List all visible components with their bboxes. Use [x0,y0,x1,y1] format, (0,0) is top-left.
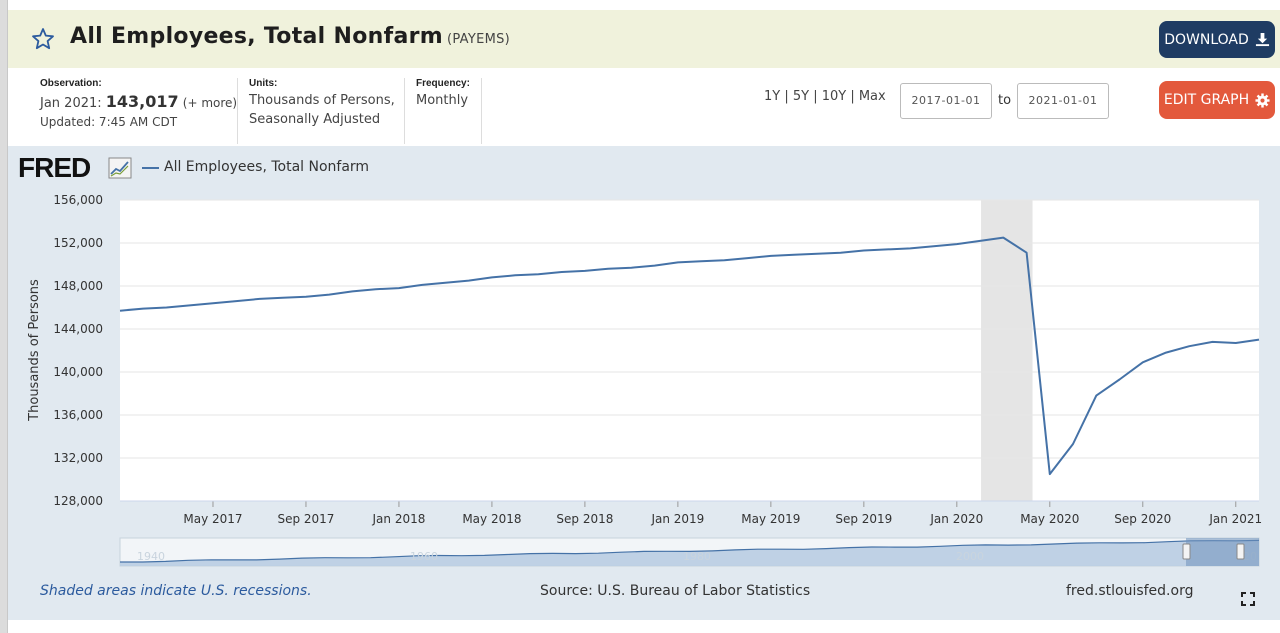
observation-date: Jan 2021: [40,96,102,111]
y-tick-label: 156,000 [53,193,103,207]
x-tick-label: Sep 2018 [556,512,613,526]
navigator-selection[interactable] [1186,538,1259,566]
observation-label: Observation: [40,78,102,89]
x-tick-label: Jan 2020 [929,512,983,526]
page-title: All Employees, Total Nonfarm (PAYEMS) [70,24,510,49]
range-links[interactable]: 1Y | 5Y | 10Y | Max [764,89,886,104]
y-tick-label: 148,000 [53,279,103,293]
y-tick-label: 152,000 [53,236,103,250]
download-label: DOWNLOAD [1164,31,1249,48]
x-tick-label: Sep 2020 [1114,512,1171,526]
y-tick-label: 144,000 [53,322,103,336]
frequency-block: Frequency: Monthly [416,78,470,144]
units-block: Units: Thousands of Persons, Seasonally … [249,78,395,144]
source-text: Source: U.S. Bureau of Labor Statistics [540,583,811,599]
y-tick-label: 132,000 [53,451,103,465]
to-label: to [998,93,1012,108]
fred-logo-text: FRED [18,152,91,183]
y-tick-label: 136,000 [53,408,103,422]
divider [237,78,238,144]
frequency-value: Monthly [416,93,469,108]
units-line1: Thousands of Persons, [249,93,395,108]
divider [404,78,405,144]
more-observations-link[interactable]: (+ more) [182,96,238,110]
navigator-handle[interactable] [1236,543,1245,560]
units-line2: Seasonally Adjusted [249,112,381,127]
fred-chart-icon [108,157,132,179]
divider [481,78,482,144]
recession-shade [981,200,1033,501]
x-tick-label: Sep 2017 [277,512,334,526]
navigator-year-label: 2000 [956,550,984,563]
bottom-strip [8,620,1280,633]
window-edge [0,0,8,633]
legend-swatch [142,167,159,169]
download-button[interactable]: DOWNLOAD [1159,21,1275,58]
observation-value: 143,017 [105,92,179,111]
navigator-year-label: 1980 [683,550,711,563]
x-tick-label: May 2019 [741,512,800,526]
plot-area [120,200,1259,501]
fred-logo: FRED [18,152,91,184]
series-header [8,10,1280,68]
updated-text: Updated: 7:45 AM CDT [40,115,178,129]
navigator-year-label: 1960 [410,550,438,563]
y-tick-label: 128,000 [53,494,103,508]
edit-graph-label: EDIT GRAPH [1163,92,1250,108]
legend-label: All Employees, Total Nonfarm [164,159,370,175]
navigator-line [120,539,1260,563]
navigator-year-label: 1940 [137,550,165,563]
observation-block: Observation: Jan 2021: 143,017 (+ more) … [40,78,237,144]
download-icon [1255,32,1269,47]
end-date-input[interactable]: 2021-01-01 [1017,83,1109,119]
fullscreen-icon[interactable] [1241,592,1255,606]
navigator-handle[interactable] [1182,543,1191,560]
recession-note: Shaded areas indicate U.S. recessions. [40,583,312,599]
series-id: (PAYEMS) [446,32,511,47]
x-tick-label: May 2018 [462,512,521,526]
start-date-input[interactable]: 2017-01-01 [900,83,992,119]
y-tick-label: 140,000 [53,365,103,379]
gear-icon [1255,92,1270,108]
star-icon[interactable] [31,27,55,51]
x-tick-label: Jan 2019 [650,512,704,526]
x-tick-label: Jan 2018 [372,512,426,526]
x-tick-label: Jan 2021 [1208,512,1262,526]
edit-graph-button[interactable]: EDIT GRAPH [1159,81,1275,119]
x-tick-label: Sep 2019 [835,512,892,526]
navigator-area [120,540,1259,566]
x-tick-label: May 2020 [1020,512,1079,526]
y-axis-label: Thousands of Persons [27,279,42,422]
series-line[interactable] [119,236,1260,476]
title-text: All Employees, Total Nonfarm [70,24,443,49]
x-tick-label: May 2017 [183,512,242,526]
units-label: Units: [249,78,278,89]
frequency-label: Frequency: [416,78,470,89]
site-link[interactable]: fred.stlouisfed.org [1066,583,1194,599]
